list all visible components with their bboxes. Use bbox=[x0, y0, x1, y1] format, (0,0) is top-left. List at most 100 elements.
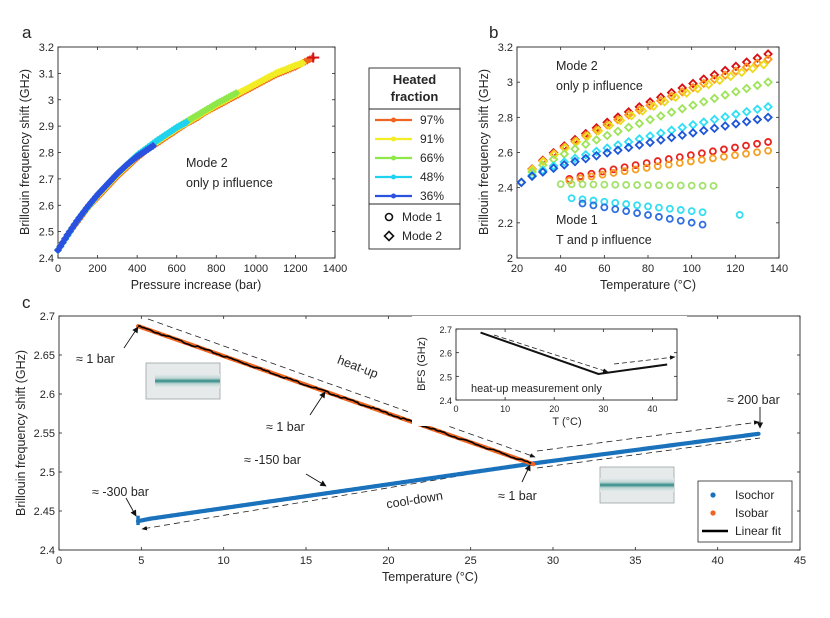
chart-b-point-mode-2-yellow bbox=[582, 131, 593, 142]
chart-b-point-mode-1-green bbox=[687, 181, 696, 190]
chart-b-point-mode-1-orange bbox=[731, 151, 739, 160]
chart-b-point-mode-2-red bbox=[731, 61, 741, 72]
chart-b-point-mode-1-green bbox=[611, 180, 620, 189]
chart-b-point-mode-1-red bbox=[731, 143, 739, 152]
chart-b-point-mode-2-green bbox=[709, 93, 720, 104]
chart-c-ylabel: Brillouin frequency shift (GHz) bbox=[14, 350, 28, 516]
chart-b-point-mode-1-green bbox=[589, 180, 598, 189]
chart-b-point-mode-2-green bbox=[570, 144, 580, 154]
chart-b-point-mode-1-red bbox=[609, 165, 618, 174]
inset-ylabel: BFS (GHz) bbox=[416, 337, 428, 391]
chart-b-point-mode-2-red bbox=[677, 83, 688, 93]
chart-b-point-mode-2-blue bbox=[516, 177, 527, 188]
chart-b-point-mode-1-cyan bbox=[698, 208, 707, 217]
chart-b-point-mode-1-green bbox=[567, 180, 576, 189]
chart-b-point-mode-2-blue bbox=[602, 148, 613, 158]
chart-b-point-mode-2-yellow bbox=[692, 83, 703, 94]
arrow-1bar-end bbox=[521, 464, 531, 483]
chart-b-point-mode-2-cyan bbox=[698, 117, 709, 127]
chart-b-point-mode-2-red bbox=[752, 53, 763, 63]
chart-b-point-mode-1-cyan bbox=[676, 206, 685, 214]
label-1bar-mid: ≈ 1 bar bbox=[266, 420, 305, 434]
inset-xtick-label: 40 bbox=[647, 404, 657, 414]
chart-b-point-mode-2-green bbox=[741, 83, 752, 94]
c-xtick-label: 25 bbox=[465, 555, 477, 567]
b-xtick-label: 120 bbox=[726, 263, 744, 275]
chart-b-point-mode-1-green bbox=[665, 181, 674, 190]
chart-b-point-mode-2-red bbox=[688, 78, 698, 89]
lower-guide bbox=[536, 437, 761, 469]
chart-b-point-mode-1-red bbox=[631, 161, 640, 170]
chart-b-point-mode-2-yellow bbox=[703, 79, 714, 90]
chart-b-point-mode-1-green bbox=[655, 181, 663, 190]
label-1bar-end: ≈ 1 bar bbox=[498, 489, 537, 503]
b-xtick-label: 140 bbox=[770, 263, 788, 275]
a-xtick-label: 0 bbox=[55, 263, 61, 275]
chart-b-point-mode-1-orange bbox=[686, 157, 695, 166]
chart-b-point-mode-1-blue bbox=[644, 211, 652, 219]
b-xtick-label: 40 bbox=[555, 263, 567, 275]
a-xtick-label: 200 bbox=[88, 263, 106, 275]
chart-c-legend-label: Isochor bbox=[735, 488, 774, 502]
chart-b-point-mode-2-cyan bbox=[677, 122, 688, 133]
chart-b-point-mode-2-yellow bbox=[659, 96, 670, 107]
chart-b-point-mode-2-red bbox=[698, 74, 709, 85]
chart-b-point-mode-1-blue bbox=[687, 218, 696, 227]
chart-b-point-mode-2-yellow bbox=[736, 67, 747, 78]
chart-b-point-mode-1-orange bbox=[720, 152, 728, 161]
a-ytick-label: 2.9 bbox=[39, 121, 54, 133]
chart-b-annotation-mode2-influence: only p influence bbox=[556, 79, 643, 93]
chart-b-point-mode-2-blue bbox=[741, 116, 752, 127]
chart-b-point-mode-2-orange bbox=[602, 119, 613, 130]
chart-b-point-mode-1-red bbox=[764, 138, 772, 146]
chart-b-point-mode-1-orange bbox=[653, 162, 662, 171]
chart-b-point-mode-2-orange bbox=[741, 62, 752, 72]
chart-a-series-91% bbox=[57, 62, 304, 251]
c-ytick-label: 2.55 bbox=[34, 428, 55, 440]
chart-b-point-mode-2-blue bbox=[677, 130, 688, 141]
fibre-icon-heated-right bbox=[599, 466, 675, 504]
chart-b-point-mode-2-green bbox=[527, 167, 537, 177]
c-ytick-label: 2.45 bbox=[34, 506, 55, 518]
panel-label-a: a bbox=[22, 23, 32, 42]
inset-series-heatup bbox=[480, 331, 668, 375]
inset-plot-area bbox=[455, 328, 678, 401]
chart-b-point-mode-2-red bbox=[709, 69, 720, 80]
a-xtick-label: 1200 bbox=[283, 263, 307, 275]
chart-b-point-mode-2-blue bbox=[720, 121, 731, 131]
chart-a: 0 200 400 600 800 1000 1200 1400 2.4 2.5 2.6 2.7 2.8… bbox=[18, 42, 347, 292]
chart-b-point-mode-1-blue bbox=[589, 201, 598, 210]
chart-b-point-mode-1-green bbox=[578, 180, 587, 189]
c-xtick-label: 5 bbox=[138, 555, 144, 567]
inset-chart: 0 10 20 30 40 2.4 2.5 2.6 2.7 heat-up measuremen… bbox=[412, 316, 687, 428]
a-ytick-label: 3.1 bbox=[39, 68, 54, 80]
chart-b-point-mode-2-yellow bbox=[626, 110, 637, 121]
a-xtick-label: 1000 bbox=[244, 263, 268, 275]
c-xtick-label: 10 bbox=[218, 555, 230, 567]
chart-b-point-mode-2-yellow bbox=[538, 156, 549, 167]
chart-b-point-mode-2-cyan bbox=[559, 157, 570, 167]
chart-b-point-mode-2-cyan bbox=[623, 137, 634, 147]
chart-c: 0 5 10 15 20 25 30 35 40 45 2.4 2.45 2.5 2.55 2.6 2.65 2… bbox=[14, 311, 806, 584]
chart-b-annotation-mode2: Mode 2 bbox=[556, 59, 598, 73]
legend-marker-circle bbox=[384, 212, 394, 222]
chart-c-series-isochor bbox=[135, 431, 761, 524]
c-xtick-label: 15 bbox=[300, 555, 312, 567]
a-ytick-label: 2.7 bbox=[39, 174, 54, 186]
chart-b-annotation-mode1: Mode 1 bbox=[556, 213, 598, 227]
chart-c-legend: Isochor Isobar Linear fit bbox=[697, 480, 793, 543]
arrow-1bar-mid bbox=[309, 391, 326, 416]
legend-label-48%: 48% bbox=[420, 170, 444, 184]
chart-a-series-97% bbox=[57, 56, 314, 251]
inset-xtick-label: 20 bbox=[549, 404, 559, 414]
chart-b-point-mode-2-cyan bbox=[591, 146, 602, 157]
reheat-guide-arrow bbox=[536, 420, 760, 452]
chart-b-point-mode-2-yellow bbox=[714, 75, 725, 86]
chart-b-point-mode-2-green bbox=[580, 139, 591, 150]
chart-b-point-mode-2-green bbox=[602, 130, 613, 141]
legend-title-line1: Heated bbox=[393, 72, 436, 87]
chart-b-point-mode-1-blue bbox=[698, 220, 707, 229]
chart-b-point-mode-1-blue bbox=[600, 203, 609, 212]
chart-b-point-mode-1-orange bbox=[753, 148, 761, 157]
